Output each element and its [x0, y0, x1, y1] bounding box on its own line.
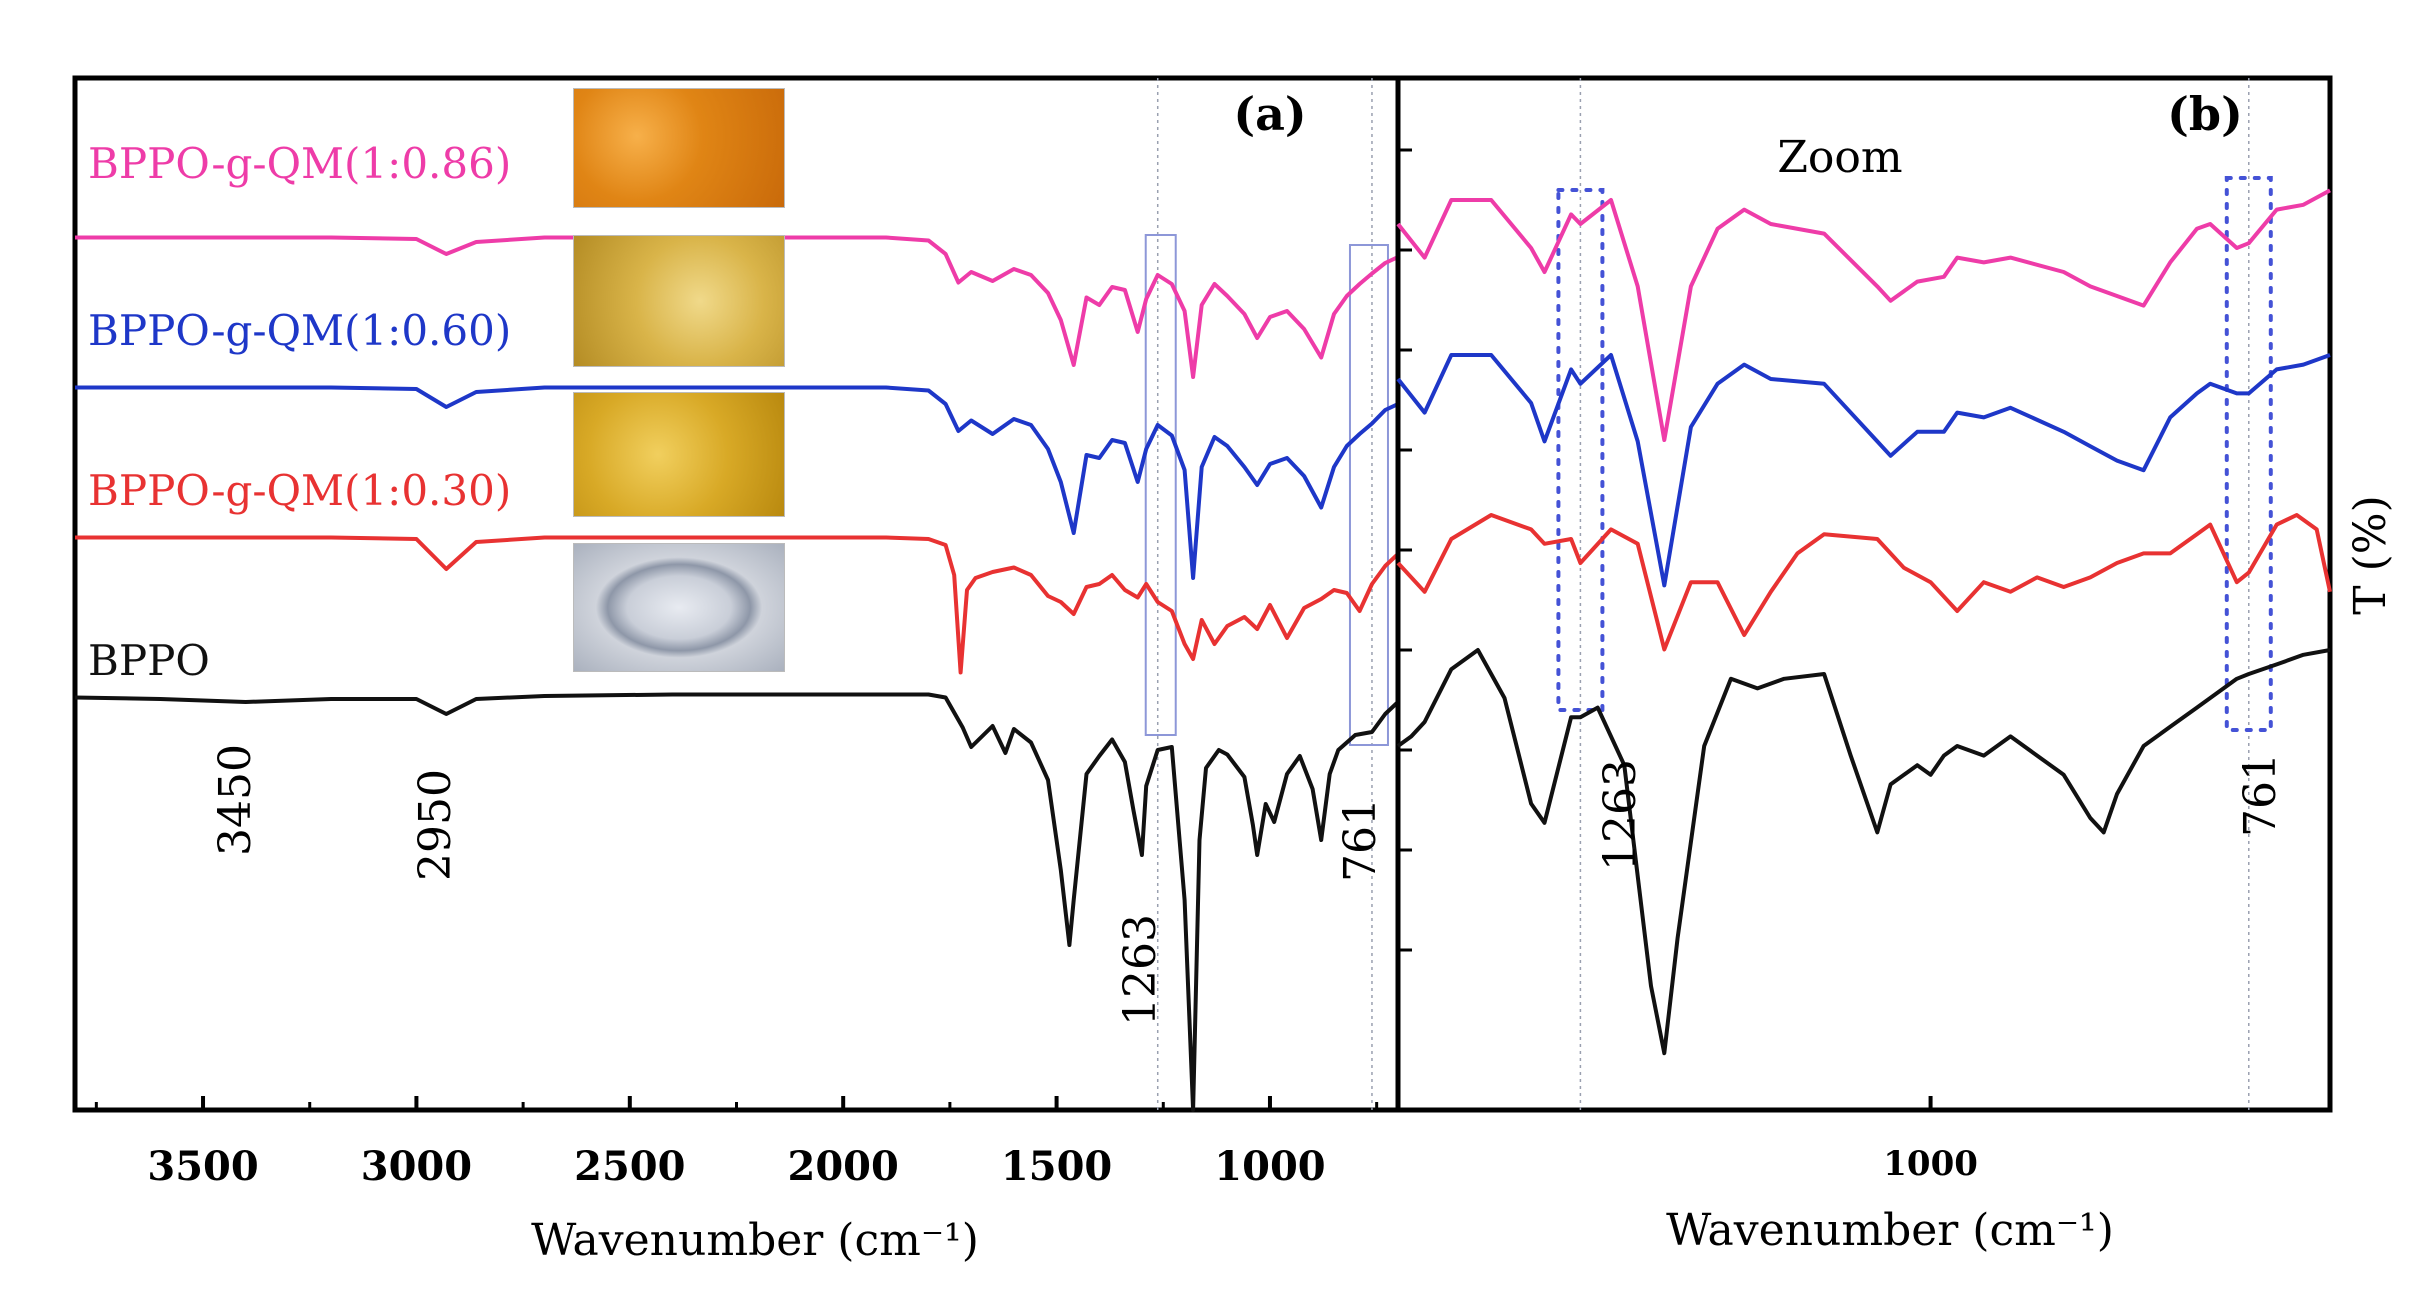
annotation-3450: 3450: [210, 744, 261, 856]
x-tick-label-1500: 1500: [1001, 1143, 1112, 1190]
panel-b-zoom-title: Zoom: [1777, 132, 1902, 183]
photo-amber-sample: [573, 392, 785, 517]
annotation-2950: 2950: [410, 769, 461, 881]
annotation-761: 761: [1335, 798, 1386, 882]
series-label-bppo-g-qm-1-0-86: BPPO-g-QM(1:0.86): [88, 139, 511, 188]
panel-a-ticks: 3500 3000 2500 2000 1500 1000: [94, 1096, 1379, 1190]
photo-orange-sample: [573, 88, 785, 208]
x-tick-label-1000: 1000: [1214, 1143, 1325, 1190]
x-tick-label-2500: 2500: [574, 1143, 685, 1190]
zoom-series-line-bppo-g-qm-1-0-86: [1396, 188, 2331, 442]
series-line-bppo: [74, 692, 1400, 1112]
zoom-annotation-761: 761: [2235, 753, 2286, 837]
x-tick-label-3500: 3500: [147, 1143, 258, 1190]
zoom-series-line-bppo-g-qm-1-0-60: [1396, 353, 2331, 588]
photo-yellow-sample: [573, 235, 785, 367]
zoom-series-line-bppo: [1396, 648, 2331, 1056]
series-label-bppo: BPPO: [88, 636, 210, 685]
zoom-x-tick-label-1000: 1000: [1883, 1144, 1978, 1184]
panel-b-annotations: 1263 761: [1595, 753, 2286, 871]
panel-b-label: (b): [2167, 87, 2243, 141]
panel-b-y-axis-label: T (%): [2345, 495, 2396, 614]
panel-b-x-axis-label: Wavenumber (cm⁻¹): [1666, 1205, 2114, 1256]
panel-b-series: [1396, 188, 2332, 1056]
panel-b-frame: [1395, 75, 2333, 1113]
zoom-box-761: [2224, 176, 2273, 732]
series-label-bppo-g-qm-1-0-60: BPPO-g-QM(1:0.60): [88, 306, 511, 355]
series-label-bppo-g-qm-1-0-30: BPPO-g-QM(1:0.30): [88, 466, 511, 515]
panel-b-ticks: 1000: [1398, 148, 1978, 1184]
annotation-1263: 1263: [1115, 914, 1166, 1026]
panel-a-x-axis-label: Wavenumber (cm⁻¹): [531, 1215, 979, 1266]
highlight-box-1263: [1144, 234, 1177, 736]
panel-a-label: (a): [1233, 87, 1306, 141]
panel-a-annotations: 3450 2950 1263 761: [210, 744, 1386, 1026]
panel-a-series: [74, 235, 1400, 1112]
panel-a-guides: [1144, 78, 1389, 1110]
zoom-box-1263: [1556, 188, 1605, 712]
panel-b-guides: [1556, 78, 2273, 1110]
series-line-bppo-g-qm-1-0-30: [75, 535, 1400, 675]
panel-b: 1000 (b) Zoom Wavenumber (cm⁻¹) T (%) 12…: [1395, 75, 2396, 1256]
series-line-bppo-g-qm-1-0-60: [75, 385, 1399, 580]
panel-a-series-labels: BPPO-g-QM(1:0.86) BPPO-g-QM(1:0.60) BPPO-g…: [88, 139, 511, 685]
x-tick-label-3000: 3000: [361, 1143, 472, 1190]
highlight-box-761: [1348, 244, 1389, 746]
zoom-annotation-1263: 1263: [1595, 759, 1646, 871]
photo-bppo-membrane: [573, 543, 785, 672]
x-tick-label-2000: 2000: [788, 1143, 899, 1190]
zoom-series-line-bppo-g-qm-1-0-30: [1396, 513, 2332, 652]
panel-a: 3500 3000 2500 2000 1500 1000 (a) Wavenumber …: [72, 75, 1401, 1266]
